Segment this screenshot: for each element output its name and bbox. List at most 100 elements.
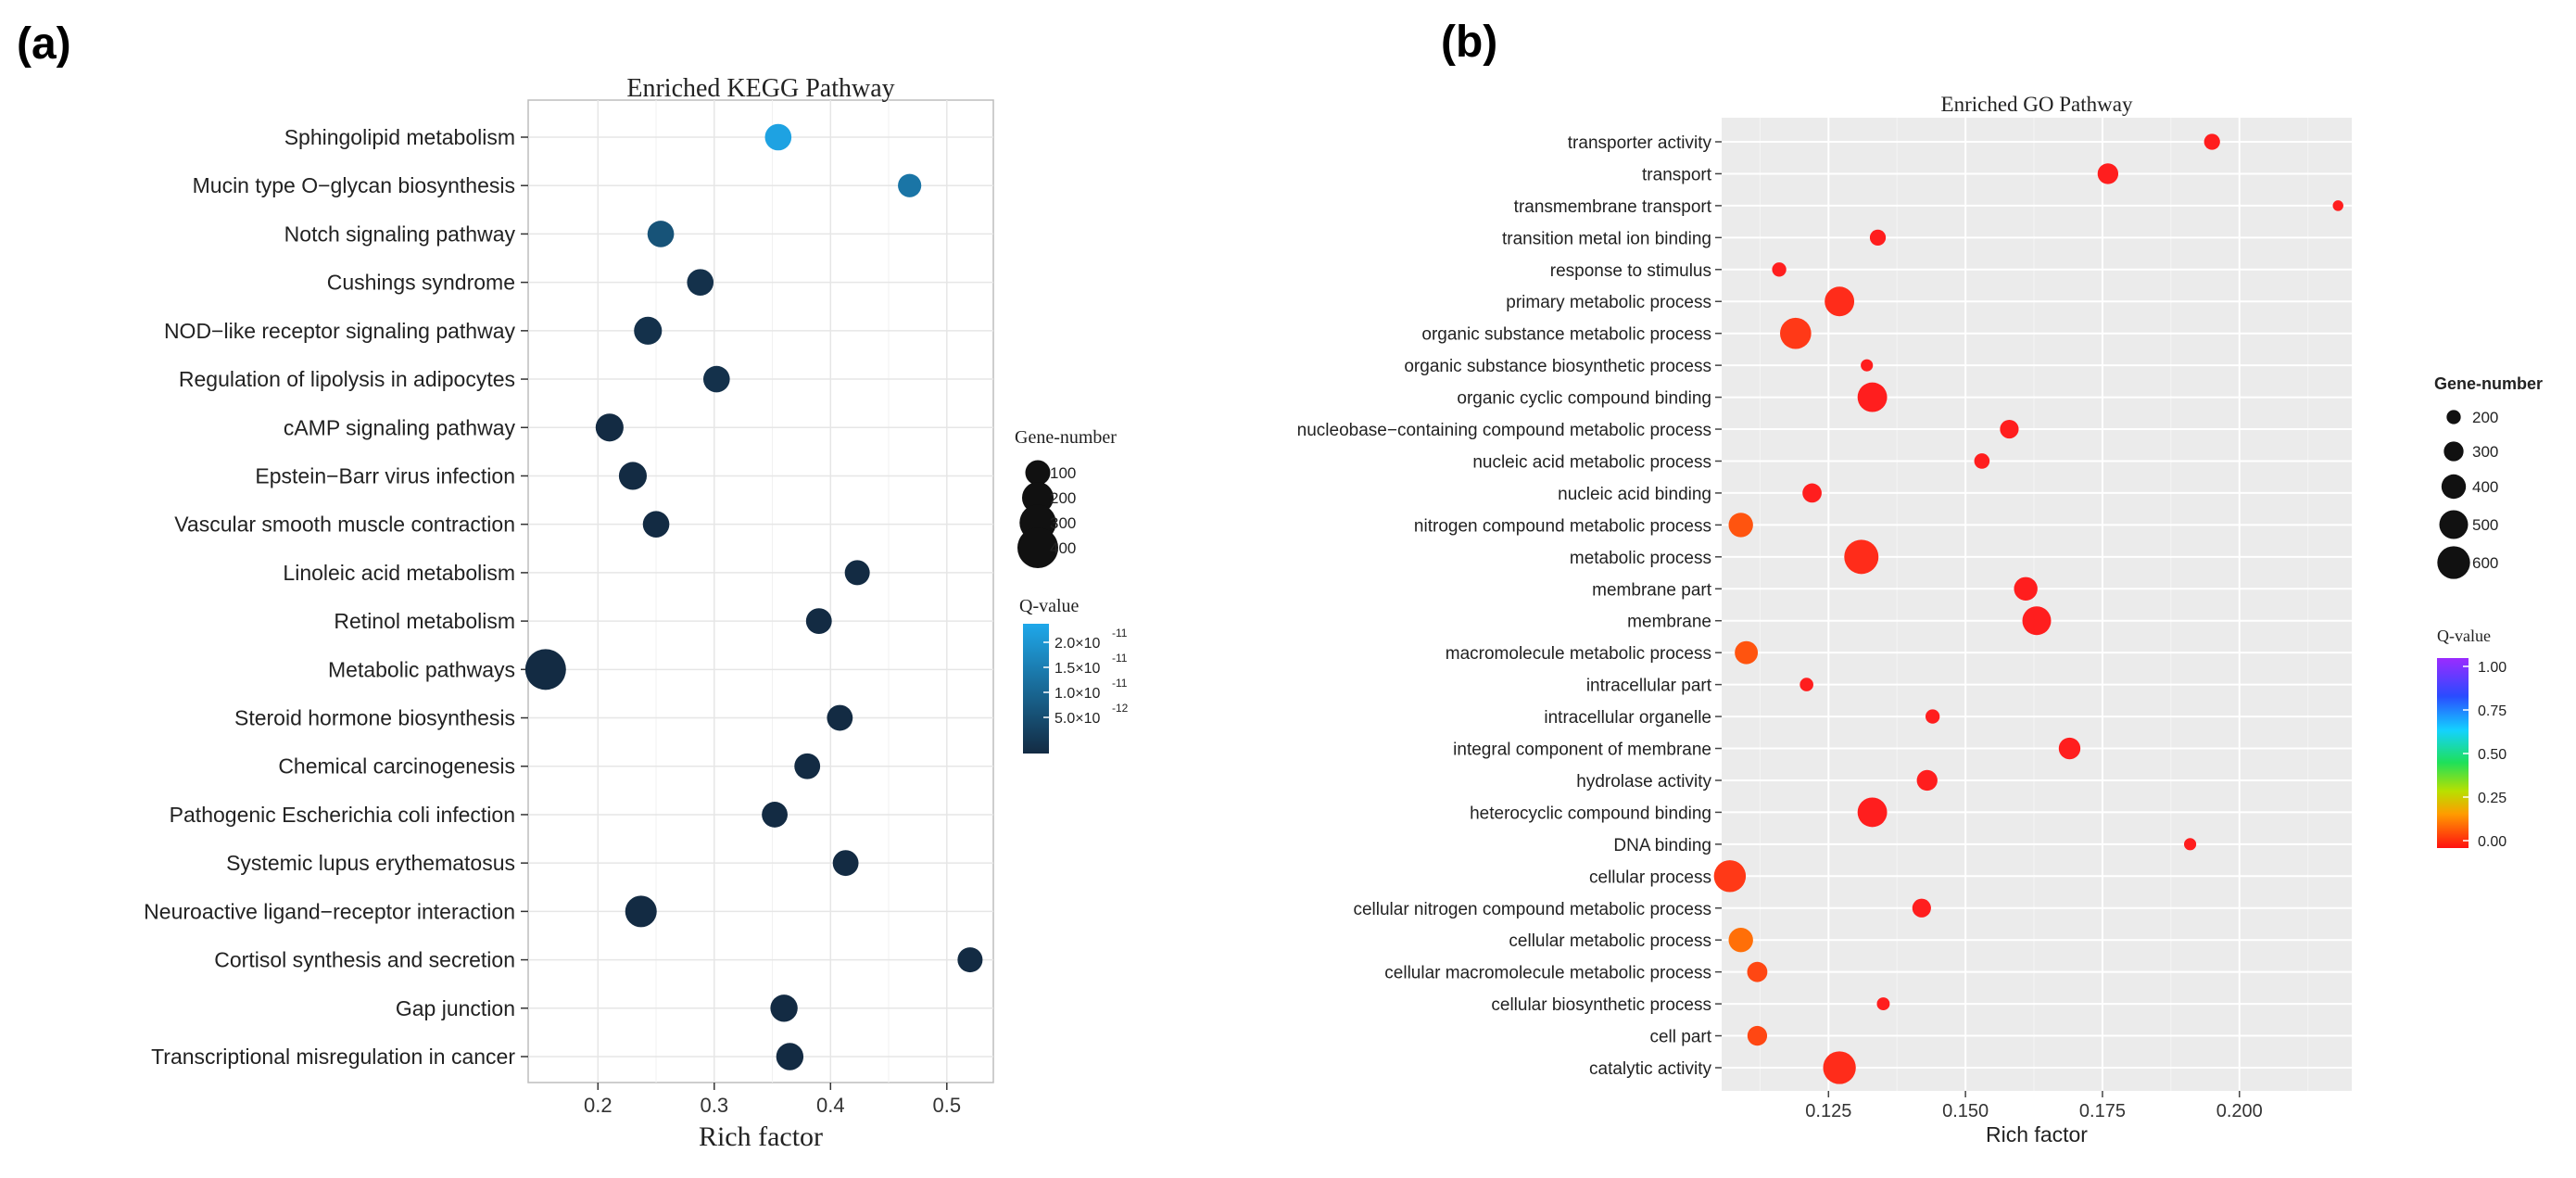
go-y-label-membrane: membrane — [1627, 613, 1711, 632]
go-y-label-cell-part: cell part — [1649, 1028, 1711, 1047]
go-x-tick-label: 0.175 — [2079, 1101, 2126, 1121]
go-y-label-intracellular-part: intracellular part — [1586, 677, 1712, 696]
kegg-y-label-systemic-lupus-erythematosus: Systemic lupus erythematosus — [226, 851, 515, 875]
kegg-color-legend-exponent: -12 — [1112, 702, 1129, 715]
go-point-transition-metal-ion-binding — [1869, 229, 1887, 246]
go-y-label-cellular-process: cellular process — [1589, 868, 1711, 887]
kegg-y-label-transcriptional-misregulation-in-cancer: Transcriptional misregulation in cancer — [151, 1045, 515, 1069]
go-size-legend-label: 400 — [2472, 478, 2498, 496]
go-y-label-nitrogen-compound-metabolic-process: nitrogen compound metabolic process — [1414, 516, 1711, 536]
kegg-y-label-mucin-type-o-glycan-biosynthesis: Mucin type O−glycan biosynthesis — [193, 173, 515, 197]
go-y-label-primary-metabolic-process: primary metabolic process — [1506, 293, 1711, 312]
kegg-color-legend-label: 1.0×10 — [1054, 686, 1100, 702]
kegg-chart-title: Enriched KEGG Pathway — [626, 74, 894, 103]
go-point-nucleobase-containing-compound-metabolic-process — [2000, 419, 2019, 439]
kegg-point-metabolic-pathways — [524, 649, 566, 690]
kegg-y-label-epstein-barr-virus-infection: Epstein−Barr virus infection — [255, 463, 515, 488]
kegg-y-label-linoleic-acid-metabolism: Linoleic acid metabolism — [283, 561, 515, 585]
go-size-legend-label: 600 — [2472, 554, 2498, 572]
kegg-chart: Enriched KEGG Pathway Sphingolipid metabo… — [144, 74, 1128, 1152]
go-color-legend-label: 1.00 — [2478, 660, 2507, 676]
go-y-label-response-to-stimulus: response to stimulus — [1550, 261, 1711, 281]
kegg-x-tick-label: 0.3 — [701, 1094, 729, 1117]
go-y-label-transmembrane-transport: transmembrane transport — [1514, 197, 1712, 217]
kegg-point-cushings-syndrome — [687, 269, 714, 296]
kegg-point-chemical-carcinogenesis — [794, 753, 821, 779]
go-y-label-cellular-biosynthetic-process: cellular biosynthetic process — [1491, 995, 1711, 1015]
kegg-y-label-vascular-smooth-muscle-contraction: Vascular smooth muscle contraction — [174, 513, 515, 537]
go-point-nucleic-acid-binding — [1802, 483, 1822, 503]
kegg-y-label-notch-signaling-pathway: Notch signaling pathway — [284, 222, 516, 246]
go-y-label-catalytic-activity: catalytic activity — [1589, 1059, 1711, 1079]
go-point-metabolic-process — [1844, 539, 1879, 575]
go-point-dna-binding — [2183, 838, 2197, 851]
kegg-plot-panel — [527, 99, 994, 1083]
go-y-label-dna-binding: DNA binding — [1613, 836, 1711, 855]
go-point-organic-substance-metabolic-process — [1780, 317, 1812, 349]
go-y-label-transition-metal-ion-binding: transition metal ion binding — [1502, 229, 1711, 248]
kegg-point-camp-signaling-pathway — [595, 413, 624, 442]
kegg-colorbar — [1023, 624, 1049, 754]
kegg-x-tick-label: 0.5 — [933, 1094, 962, 1117]
go-y-label-cellular-nitrogen-compound-metabolic-process: cellular nitrogen compound metabolic pro… — [1353, 900, 1711, 919]
go-y-label-organic-substance-biosynthetic-process: organic substance biosynthetic process — [1404, 357, 1711, 376]
kegg-size-legend-label: 100 — [1050, 464, 1076, 482]
go-color-legend-label: 0.50 — [2478, 747, 2507, 763]
kegg-point-regulation-of-lipolysis-in-adipocytes — [702, 365, 730, 393]
go-point-nitrogen-compound-metabolic-process — [1728, 513, 1753, 538]
kegg-point-vascular-smooth-muscle-contraction — [642, 511, 670, 538]
go-point-intracellular-part — [1799, 678, 1813, 691]
kegg-x-tick-label: 0.4 — [816, 1094, 845, 1117]
go-chart: Enriched GO Pathway transporter activity t… — [1297, 93, 2543, 1146]
go-point-response-to-stimulus — [1772, 262, 1787, 277]
kegg-point-epstein-barr-virus-infection — [618, 462, 648, 490]
kegg-point-mucin-type-o-glycan-biosynthesis — [898, 173, 922, 197]
go-x-axis-label: Rich factor — [1986, 1122, 2088, 1146]
go-y-label-membrane-part: membrane part — [1592, 580, 1712, 600]
go-y-label-heterocyclic-compound-binding: heterocyclic compound binding — [1470, 804, 1711, 823]
go-y-label-intracellular-organelle: intracellular organelle — [1544, 708, 1711, 728]
kegg-y-label-cortisol-synthesis-and-secretion: Cortisol synthesis and secretion — [214, 948, 515, 972]
go-point-transport — [2097, 163, 2119, 184]
go-y-label-integral-component-of-membrane: integral component of membrane — [1453, 741, 1711, 760]
panel-label-a: (a) — [17, 19, 71, 69]
kegg-y-label-retinol-metabolism: Retinol metabolism — [334, 609, 515, 633]
kegg-point-retinol-metabolism — [805, 608, 832, 635]
kegg-point-steroid-hormone-biosynthesis — [827, 704, 853, 731]
go-size-legend-dot — [2441, 474, 2467, 500]
go-size-legend-title: Gene-number — [2434, 374, 2543, 393]
kegg-color-legend-label: 2.0×10 — [1054, 636, 1100, 652]
go-size-legend-dot — [2439, 510, 2469, 539]
kegg-x-axis-label: Rich factor — [699, 1121, 823, 1152]
kegg-point-neuroactive-ligand-receptor-interaction — [625, 895, 657, 928]
kegg-color-legend-label: 1.5×10 — [1054, 661, 1100, 677]
go-size-legend-label: 200 — [2472, 409, 2498, 426]
kegg-point-transcriptional-misregulation-in-cancer — [776, 1043, 804, 1070]
kegg-point-linoleic-acid-metabolism — [844, 560, 870, 586]
kegg-y-label-regulation-of-lipolysis-in-adipocytes: Regulation of lipolysis in adipocytes — [179, 367, 515, 391]
go-point-cellular-nitrogen-compound-metabolic-process — [1912, 898, 1931, 918]
go-point-integral-component-of-membrane — [2058, 737, 2081, 760]
kegg-point-notch-signaling-pathway — [647, 221, 675, 247]
go-point-cellular-process — [1713, 860, 1747, 893]
go-color-legend-label: 0.75 — [2478, 703, 2507, 719]
go-point-cell-part — [1747, 1025, 1768, 1046]
go-y-label-cellular-metabolic-process: cellular metabolic process — [1509, 931, 1711, 951]
go-point-transporter-activity — [2203, 133, 2220, 150]
go-point-intracellular-organelle — [1925, 709, 1940, 724]
panel-label-b: (b) — [1441, 18, 1498, 67]
kegg-size-legend-dot — [1017, 527, 1058, 568]
kegg-color-legend-exponent: -11 — [1112, 652, 1128, 665]
kegg-size-legend-title: Gene-number — [1015, 427, 1117, 448]
go-chart-title: Enriched GO Pathway — [1941, 93, 2133, 116]
kegg-y-label-pathogenic-escherichia-coli-infection: Pathogenic Escherichia coli infection — [170, 803, 515, 827]
kegg-y-label-sphingolipid-metabolism: Sphingolipid metabolism — [284, 125, 515, 149]
go-x-tick-label: 0.200 — [2216, 1101, 2263, 1121]
go-size-legend-dot — [2437, 546, 2470, 579]
kegg-y-label-cushings-syndrome: Cushings syndrome — [327, 271, 515, 295]
kegg-size-legend-label: 200 — [1050, 489, 1076, 507]
go-y-label-nucleobase-containing-compound-metabolic-process: nucleobase−containing compound metabolic… — [1297, 421, 1711, 440]
kegg-y-label-metabolic-pathways: Metabolic pathways — [328, 657, 515, 681]
go-point-membrane-part — [2014, 576, 2038, 601]
